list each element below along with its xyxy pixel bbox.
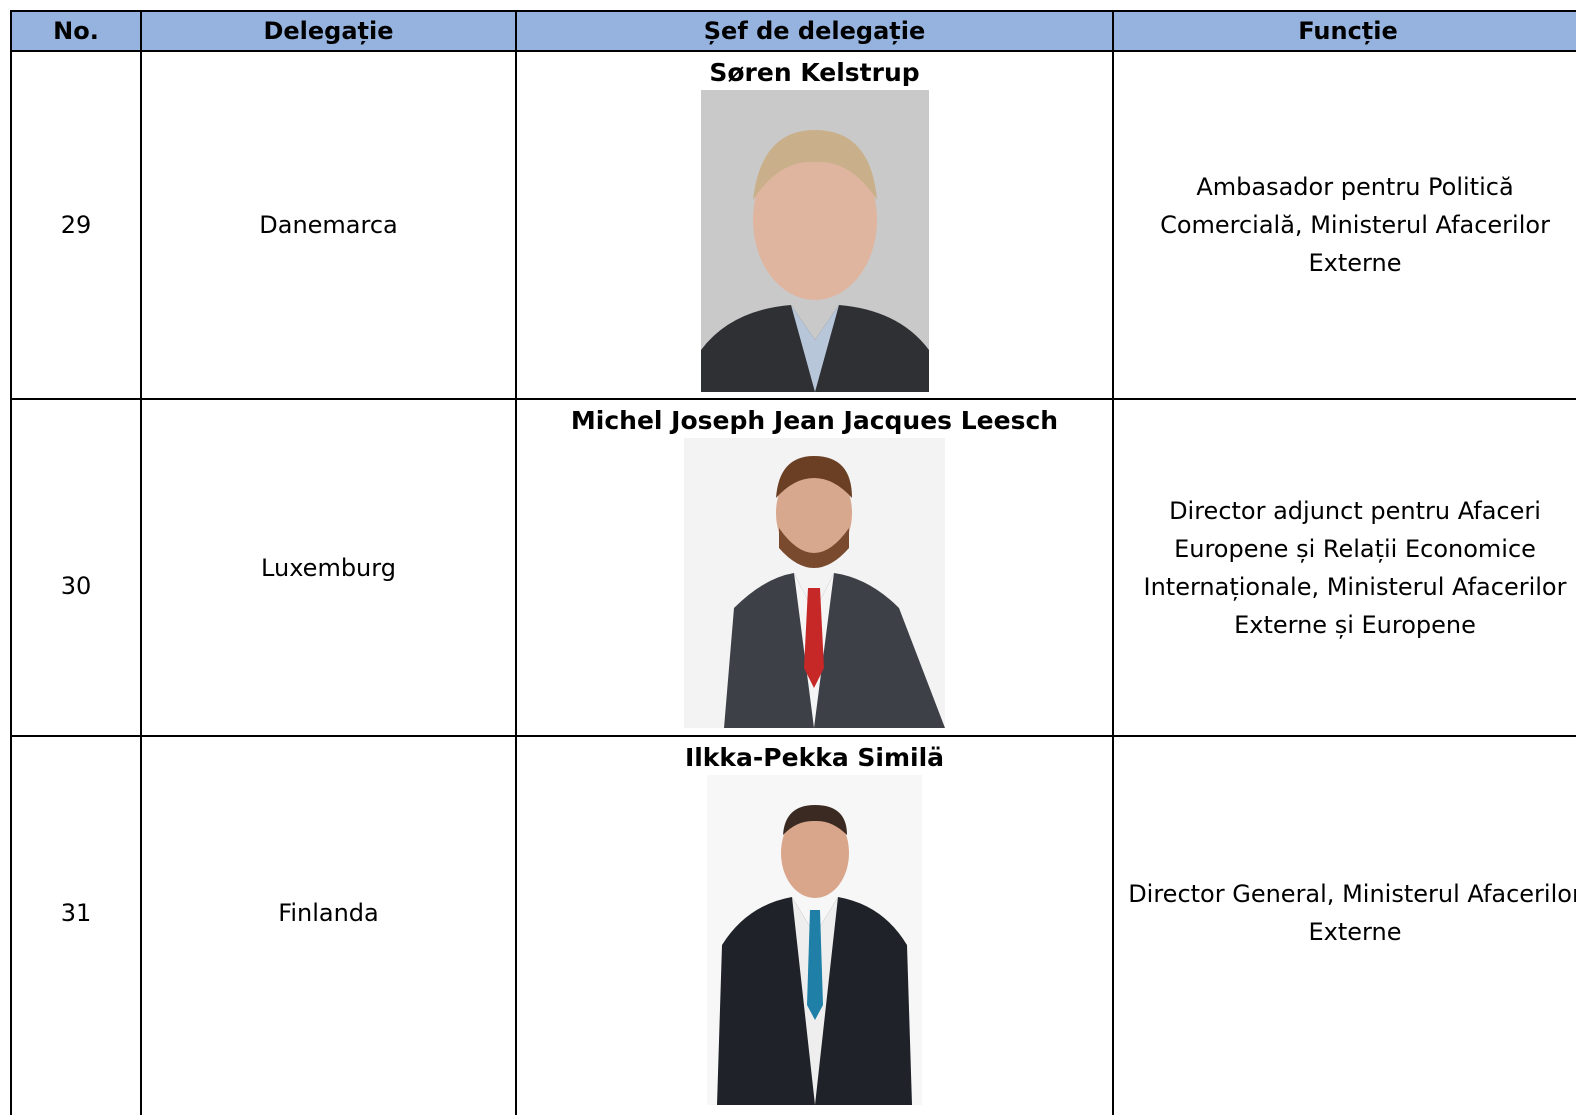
photo <box>700 90 929 392</box>
number-cell: 29 <box>10 50 140 398</box>
header-cell: Șef de delegație <box>515 10 1112 50</box>
delegation-cell: Luxemburg <box>140 398 515 735</box>
function-cell: Director General, Ministerul Afacerilor … <box>1112 735 1576 1115</box>
head-cell: Søren Kelstrup <box>515 50 1112 398</box>
number-cell: 30 <box>10 398 140 735</box>
head-name: Ilkka-Pekka Similä <box>684 743 945 772</box>
function-cell: Director adjunct pentru Afaceri Europene… <box>1112 398 1576 735</box>
header-cell: Delegație <box>140 10 515 50</box>
header-cell: Funcție <box>1112 10 1576 50</box>
head-name: Søren Kelstrup <box>709 58 920 87</box>
function-cell: Ambasador pentru Politică Comercială, Mi… <box>1112 50 1576 398</box>
head-cell: Ilkka-Pekka Similä <box>515 735 1112 1115</box>
head-name: Michel Joseph Jean Jacques Leesch <box>570 406 1059 435</box>
delegation-cell: Danemarca <box>140 50 515 398</box>
header-cell: No. <box>10 10 140 50</box>
delegation-cell: Finlanda <box>140 735 515 1115</box>
number-cell: 31 <box>10 735 140 1115</box>
head-cell: Michel Joseph Jean Jacques Leesch <box>515 398 1112 735</box>
photo <box>707 775 922 1105</box>
photo <box>684 438 945 728</box>
